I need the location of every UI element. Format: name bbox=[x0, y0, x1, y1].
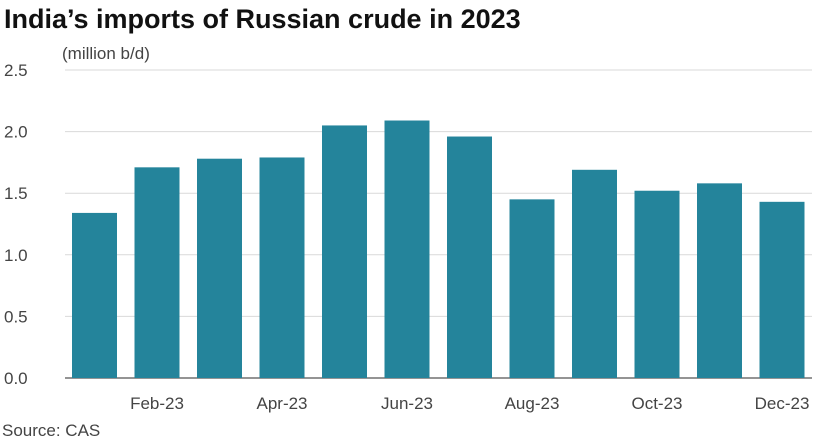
y-tick-label: 1.0 bbox=[4, 246, 28, 265]
gridlines bbox=[65, 69, 812, 379]
unit-label: (million b/d) bbox=[62, 44, 150, 63]
y-tick-label: 1.5 bbox=[4, 184, 28, 203]
bar bbox=[72, 212, 117, 378]
x-tick-label: Oct-23 bbox=[631, 394, 682, 413]
chart-title: India’s imports of Russian crude in 2023 bbox=[4, 4, 521, 34]
x-tick-label: Jun-23 bbox=[381, 394, 433, 413]
bar bbox=[447, 136, 492, 378]
x-tick-label: Dec-23 bbox=[755, 394, 810, 413]
y-tick-label: 2.0 bbox=[4, 123, 28, 142]
bar bbox=[759, 201, 805, 378]
source-note: Source: CAS bbox=[2, 421, 101, 440]
y-axis-ticks: 0.0 0.5 1.0 1.5 2.0 2.5 bbox=[4, 61, 28, 388]
bar bbox=[322, 125, 367, 378]
bar bbox=[259, 157, 305, 378]
bar bbox=[509, 199, 555, 378]
y-tick-label: 0.0 bbox=[4, 369, 28, 388]
bar bbox=[197, 158, 242, 378]
bar bbox=[384, 120, 430, 379]
x-tick-label: Apr-23 bbox=[256, 394, 307, 413]
y-tick-label: 2.5 bbox=[4, 61, 28, 80]
x-tick-label: Aug-23 bbox=[505, 394, 560, 413]
bars bbox=[72, 120, 805, 379]
bar bbox=[572, 169, 617, 378]
y-tick-label: 0.5 bbox=[4, 307, 28, 326]
bar bbox=[697, 183, 742, 378]
x-axis-ticks: Feb-23 Apr-23 Jun-23 Aug-23 Oct-23 Dec-23 bbox=[130, 394, 809, 413]
bar bbox=[634, 190, 680, 378]
x-tick-label: Feb-23 bbox=[130, 394, 184, 413]
bar bbox=[134, 167, 180, 378]
